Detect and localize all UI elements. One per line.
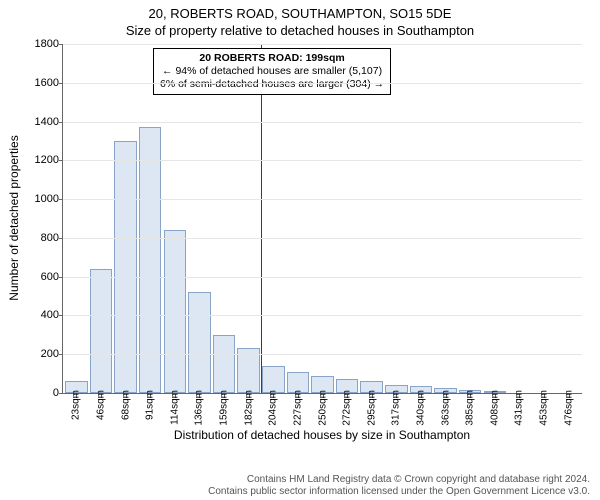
x-tick-label: 227sqm (292, 390, 303, 426)
x-tick-label: 385sqm (465, 390, 476, 426)
x-tick-label: 46sqm (95, 390, 106, 420)
plot-area: 20 ROBERTS ROAD: 199sqm ← 94% of detache… (62, 44, 582, 394)
x-tick-label: 68sqm (120, 390, 131, 420)
footer-line-2: Contains public sector information licen… (0, 486, 590, 498)
y-tick-label: 1400 (19, 116, 63, 128)
y-tick-label: 0 (19, 387, 63, 399)
x-tick-label: 91sqm (145, 390, 156, 420)
gridline (63, 199, 582, 200)
x-tick-label: 363sqm (440, 390, 451, 426)
histogram-bar (90, 269, 113, 393)
histogram-bar (188, 292, 211, 393)
x-axis-label: Distribution of detached houses by size … (62, 428, 582, 442)
x-tick-label: 250sqm (317, 390, 328, 426)
x-tick-label: 182sqm (243, 390, 254, 426)
x-tick-label: 453sqm (539, 390, 550, 426)
y-tick-label: 1200 (19, 154, 63, 166)
x-tick-label: 340sqm (415, 390, 426, 426)
x-tick-label: 272sqm (342, 390, 353, 426)
gridline (63, 277, 582, 278)
gridline (63, 44, 582, 45)
footer-line-1: Contains HM Land Registry data © Crown c… (0, 474, 590, 486)
info-box: 20 ROBERTS ROAD: 199sqm ← 94% of detache… (153, 48, 391, 95)
y-tick-label: 400 (19, 309, 63, 321)
gridline (63, 354, 582, 355)
x-tick-label: 295sqm (366, 390, 377, 426)
histogram-bar (262, 366, 285, 393)
bars-group (63, 44, 582, 393)
gridline (63, 315, 582, 316)
histogram-bar (164, 230, 187, 393)
histogram-bar (139, 127, 162, 393)
y-tick-label: 1000 (19, 193, 63, 205)
x-tick-label: 114sqm (169, 390, 180, 425)
y-tick-label: 1600 (19, 77, 63, 89)
y-tick-label: 800 (19, 232, 63, 244)
x-tick-label: 159sqm (219, 390, 230, 426)
info-line-3: 6% of semi-detached houses are larger (3… (160, 78, 384, 91)
gridline (63, 122, 582, 123)
y-tick-label: 1800 (19, 38, 63, 50)
histogram-bar (213, 335, 236, 393)
gridline (63, 160, 582, 161)
x-tick-label: 136sqm (194, 390, 205, 426)
y-tick-label: 600 (19, 271, 63, 283)
chart-container: Number of detached properties 20 ROBERTS… (0, 38, 600, 446)
footer: Contains HM Land Registry data © Crown c… (0, 474, 600, 497)
gridline (63, 83, 582, 84)
title-sub: Size of property relative to detached ho… (0, 23, 600, 38)
y-tick-label: 200 (19, 348, 63, 360)
x-tick-label: 204sqm (268, 390, 279, 426)
x-tick-label: 23sqm (71, 390, 82, 420)
info-line-1: 20 ROBERTS ROAD: 199sqm (160, 52, 384, 65)
info-line-2: ← 94% of detached houses are smaller (5,… (160, 65, 384, 78)
x-tick-label: 431sqm (514, 390, 525, 426)
reference-line (261, 44, 262, 393)
x-tick-label: 476sqm (563, 390, 574, 426)
x-tick-label: 408sqm (489, 390, 500, 426)
gridline (63, 238, 582, 239)
x-tick-label: 317sqm (391, 390, 402, 426)
title-main: 20, ROBERTS ROAD, SOUTHAMPTON, SO15 5DE (0, 6, 600, 21)
